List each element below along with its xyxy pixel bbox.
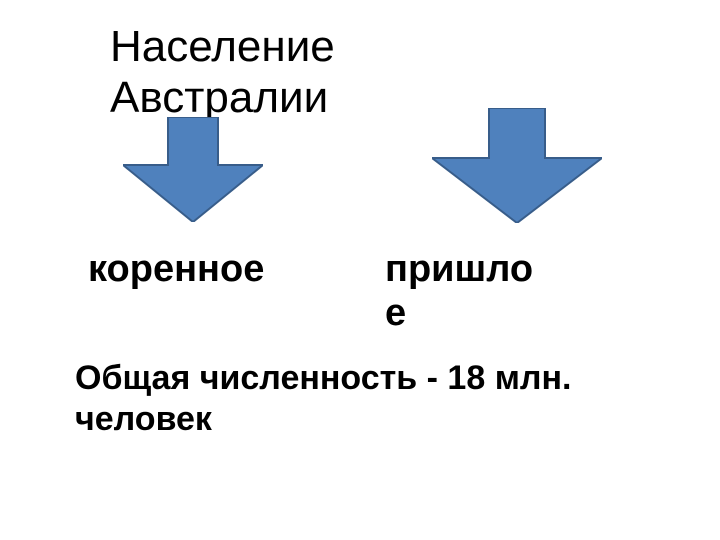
total-line-2: человек <box>75 399 635 440</box>
total-population: Общая численность - 18 млн. человек <box>75 358 635 440</box>
arrow-right-icon <box>432 108 602 228</box>
arrow-left-path <box>123 117 263 222</box>
page-title: Население Австралии <box>110 22 335 123</box>
label-newcomers-line1: пришло <box>385 248 533 292</box>
arrow-right-path <box>432 108 602 223</box>
total-line-1: Общая численность - 18 млн. <box>75 358 635 399</box>
title-line-1: Население <box>110 22 335 73</box>
title-line-2: Австралии <box>110 73 335 124</box>
label-newcomers: пришло е <box>385 248 533 335</box>
arrow-left-icon <box>123 117 263 227</box>
label-newcomers-line2: е <box>385 292 533 336</box>
label-indigenous: коренное <box>88 248 264 291</box>
